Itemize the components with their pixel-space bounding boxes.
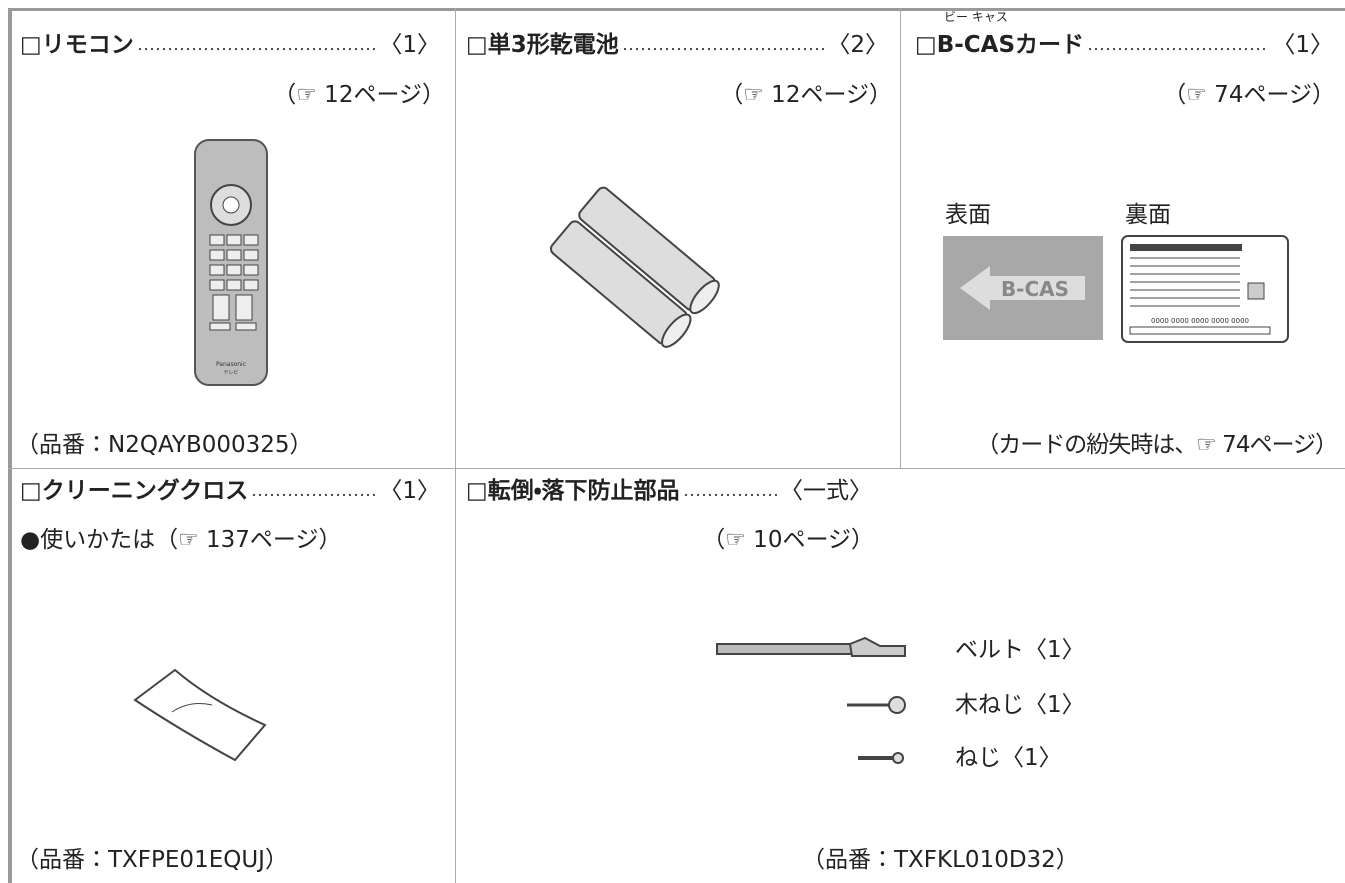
item-ref: （☞ 12ページ） xyxy=(720,82,892,108)
item-footer: （品番：TXFKL010D32） xyxy=(802,847,1079,873)
part-label: 木ねじ〈1〉 xyxy=(955,692,1085,718)
item-row: □単3形乾電池 〈2〉 xyxy=(466,30,888,60)
divider xyxy=(900,8,901,468)
item-ref: （☞ 12ページ） xyxy=(273,82,445,108)
card-front-illustration: B-CAS xyxy=(943,236,1103,340)
remote-label: Panasonic xyxy=(216,361,246,368)
item-name: □転倒・落下防止部品 xyxy=(466,478,680,504)
item-name: □クリーニングクロス xyxy=(20,478,249,504)
item-quantity: 〈1〉 xyxy=(1272,32,1333,58)
item-row: □リモコン 〈1〉 xyxy=(20,30,440,60)
leader xyxy=(682,492,777,498)
item-row: □B-CASカード 〈1〉 xyxy=(915,30,1333,60)
card-back-illustration: 0000 0000 0000 0000 0000 xyxy=(1121,235,1289,343)
card-front-text: B-CAS xyxy=(1001,277,1069,301)
item-row: □クリーニングクロス 〈1〉 xyxy=(20,476,440,506)
item-ref: （☞ 10ページ） xyxy=(702,527,874,553)
item-footer: （品番：TXFPE01EQUJ） xyxy=(16,847,288,873)
item-row: □転倒・落下防止部品 〈一式〉 xyxy=(466,476,872,506)
leader xyxy=(251,492,377,498)
item-footer: （品番：N2QAYB000325） xyxy=(16,432,313,458)
item-name: □B-CASカード xyxy=(915,32,1085,58)
item-quantity: 〈1〉 xyxy=(379,32,440,58)
leader xyxy=(1087,46,1270,52)
card-side-label: 裏面 xyxy=(1125,202,1171,228)
leader xyxy=(136,46,377,52)
item-quantity: 〈一式〉 xyxy=(780,478,872,504)
remote-illustration: Panasonic テレビ xyxy=(194,139,268,386)
leader xyxy=(621,46,825,52)
part-label: ベルト〈1〉 xyxy=(955,637,1085,663)
item-name: □単3形乾電池 xyxy=(466,32,619,58)
divider xyxy=(455,8,456,883)
part-label: ねじ〈1〉 xyxy=(955,745,1062,771)
cloth-illustration xyxy=(133,668,267,762)
item-note: ●使いかたは（☞ 137ページ） xyxy=(20,527,342,553)
parts-illustration xyxy=(716,636,906,764)
divider xyxy=(8,468,1345,469)
battery-illustration xyxy=(549,186,720,348)
item-name: □リモコン xyxy=(20,32,134,58)
item-ruby: ビー キャス xyxy=(944,10,1008,24)
item-footer: （カードの紛失時は、☞ 74ページ） xyxy=(976,432,1338,458)
item-ref: （☞ 74ページ） xyxy=(1163,82,1335,108)
item-quantity: 〈1〉 xyxy=(379,478,440,504)
item-quantity: 〈2〉 xyxy=(827,32,888,58)
border-top xyxy=(8,8,1345,11)
card-side-label: 表面 xyxy=(945,202,991,228)
remote-label: テレビ xyxy=(223,369,238,376)
card-back-text: 0000 0000 0000 0000 0000 xyxy=(1151,317,1249,325)
border-left xyxy=(8,8,12,883)
